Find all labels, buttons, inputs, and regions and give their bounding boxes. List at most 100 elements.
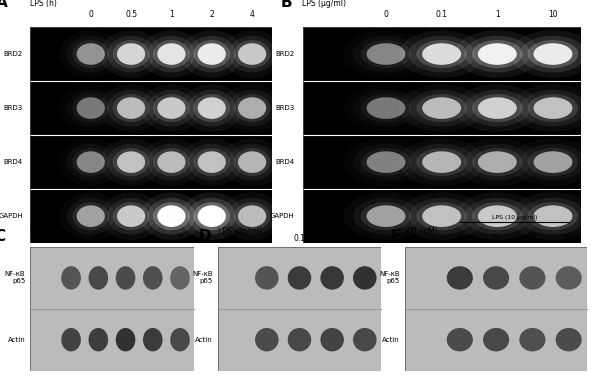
Bar — [405, 309, 587, 371]
Ellipse shape — [148, 36, 195, 73]
Ellipse shape — [454, 84, 540, 132]
Text: LPS (μg/ml): LPS (μg/ml) — [218, 227, 262, 236]
Ellipse shape — [478, 97, 517, 119]
Ellipse shape — [228, 198, 276, 235]
Text: 0.5: 0.5 — [125, 10, 137, 19]
Ellipse shape — [446, 328, 473, 351]
Ellipse shape — [472, 94, 523, 122]
Ellipse shape — [416, 94, 467, 122]
Text: BRD2: BRD2 — [4, 51, 23, 57]
Ellipse shape — [520, 36, 586, 73]
Text: A: A — [0, 0, 8, 10]
Ellipse shape — [113, 202, 149, 230]
Ellipse shape — [367, 97, 405, 119]
Ellipse shape — [520, 144, 586, 181]
Ellipse shape — [228, 36, 276, 73]
Ellipse shape — [454, 192, 540, 240]
Text: GAPDH: GAPDH — [0, 213, 23, 219]
Ellipse shape — [113, 148, 149, 176]
Bar — [30, 27, 272, 81]
Ellipse shape — [422, 97, 461, 119]
Text: 0.5: 0.5 — [92, 234, 105, 243]
Ellipse shape — [148, 198, 195, 235]
Bar — [302, 81, 581, 135]
Text: GAPDH: GAPDH — [269, 213, 294, 219]
Ellipse shape — [288, 328, 311, 351]
Ellipse shape — [194, 148, 230, 176]
Ellipse shape — [100, 138, 162, 186]
Ellipse shape — [100, 84, 162, 132]
Ellipse shape — [464, 198, 531, 235]
Ellipse shape — [555, 266, 582, 290]
Ellipse shape — [422, 205, 461, 227]
Ellipse shape — [478, 151, 517, 173]
Text: BRD4: BRD4 — [275, 159, 294, 165]
Ellipse shape — [198, 205, 226, 227]
Ellipse shape — [446, 266, 473, 290]
Ellipse shape — [100, 30, 162, 78]
Ellipse shape — [353, 144, 419, 181]
Ellipse shape — [221, 30, 283, 78]
Text: BRD4: BRD4 — [4, 159, 23, 165]
Ellipse shape — [188, 90, 236, 127]
Ellipse shape — [353, 266, 376, 290]
Ellipse shape — [528, 202, 578, 230]
Ellipse shape — [361, 202, 411, 230]
Ellipse shape — [353, 328, 376, 351]
Ellipse shape — [228, 90, 276, 127]
Ellipse shape — [478, 43, 517, 65]
Text: NF-κB
p65: NF-κB p65 — [379, 271, 400, 284]
Text: BRD2: BRD2 — [275, 51, 294, 57]
Ellipse shape — [408, 198, 475, 235]
Text: 10: 10 — [360, 234, 370, 243]
Bar — [302, 189, 581, 243]
Text: 1: 1 — [495, 10, 500, 19]
Ellipse shape — [107, 90, 155, 127]
Ellipse shape — [234, 202, 270, 230]
Text: 100: 100 — [561, 234, 576, 243]
Text: Actin: Actin — [8, 337, 25, 343]
Ellipse shape — [408, 90, 475, 127]
Ellipse shape — [534, 205, 572, 227]
Ellipse shape — [113, 94, 149, 122]
Ellipse shape — [117, 43, 145, 65]
Ellipse shape — [321, 328, 344, 351]
Text: B: B — [280, 0, 292, 10]
Bar — [30, 135, 272, 189]
Ellipse shape — [464, 144, 531, 181]
Ellipse shape — [77, 205, 105, 227]
Ellipse shape — [478, 205, 517, 227]
Ellipse shape — [67, 90, 115, 127]
Ellipse shape — [181, 84, 243, 132]
Ellipse shape — [353, 36, 419, 73]
Ellipse shape — [288, 266, 311, 290]
Ellipse shape — [528, 148, 578, 176]
Ellipse shape — [234, 148, 270, 176]
Ellipse shape — [228, 144, 276, 181]
Ellipse shape — [510, 30, 596, 78]
Ellipse shape — [77, 97, 105, 119]
Text: 0: 0 — [264, 234, 269, 243]
Ellipse shape — [188, 144, 236, 181]
Ellipse shape — [67, 198, 115, 235]
Text: D: D — [198, 229, 211, 244]
Text: LPS (μg/ml): LPS (μg/ml) — [302, 0, 347, 8]
Ellipse shape — [194, 94, 230, 122]
Ellipse shape — [188, 198, 236, 235]
Ellipse shape — [181, 138, 243, 186]
Text: C: C — [0, 229, 5, 244]
Ellipse shape — [534, 97, 572, 119]
Ellipse shape — [464, 36, 531, 73]
Ellipse shape — [61, 266, 81, 290]
Text: 4: 4 — [250, 10, 255, 19]
Ellipse shape — [399, 138, 485, 186]
Bar — [218, 309, 381, 371]
Ellipse shape — [170, 266, 190, 290]
Bar — [218, 247, 381, 309]
Ellipse shape — [88, 266, 108, 290]
Bar — [30, 189, 272, 243]
Ellipse shape — [107, 144, 155, 181]
Ellipse shape — [399, 30, 485, 78]
Bar — [30, 247, 194, 309]
Ellipse shape — [143, 266, 163, 290]
